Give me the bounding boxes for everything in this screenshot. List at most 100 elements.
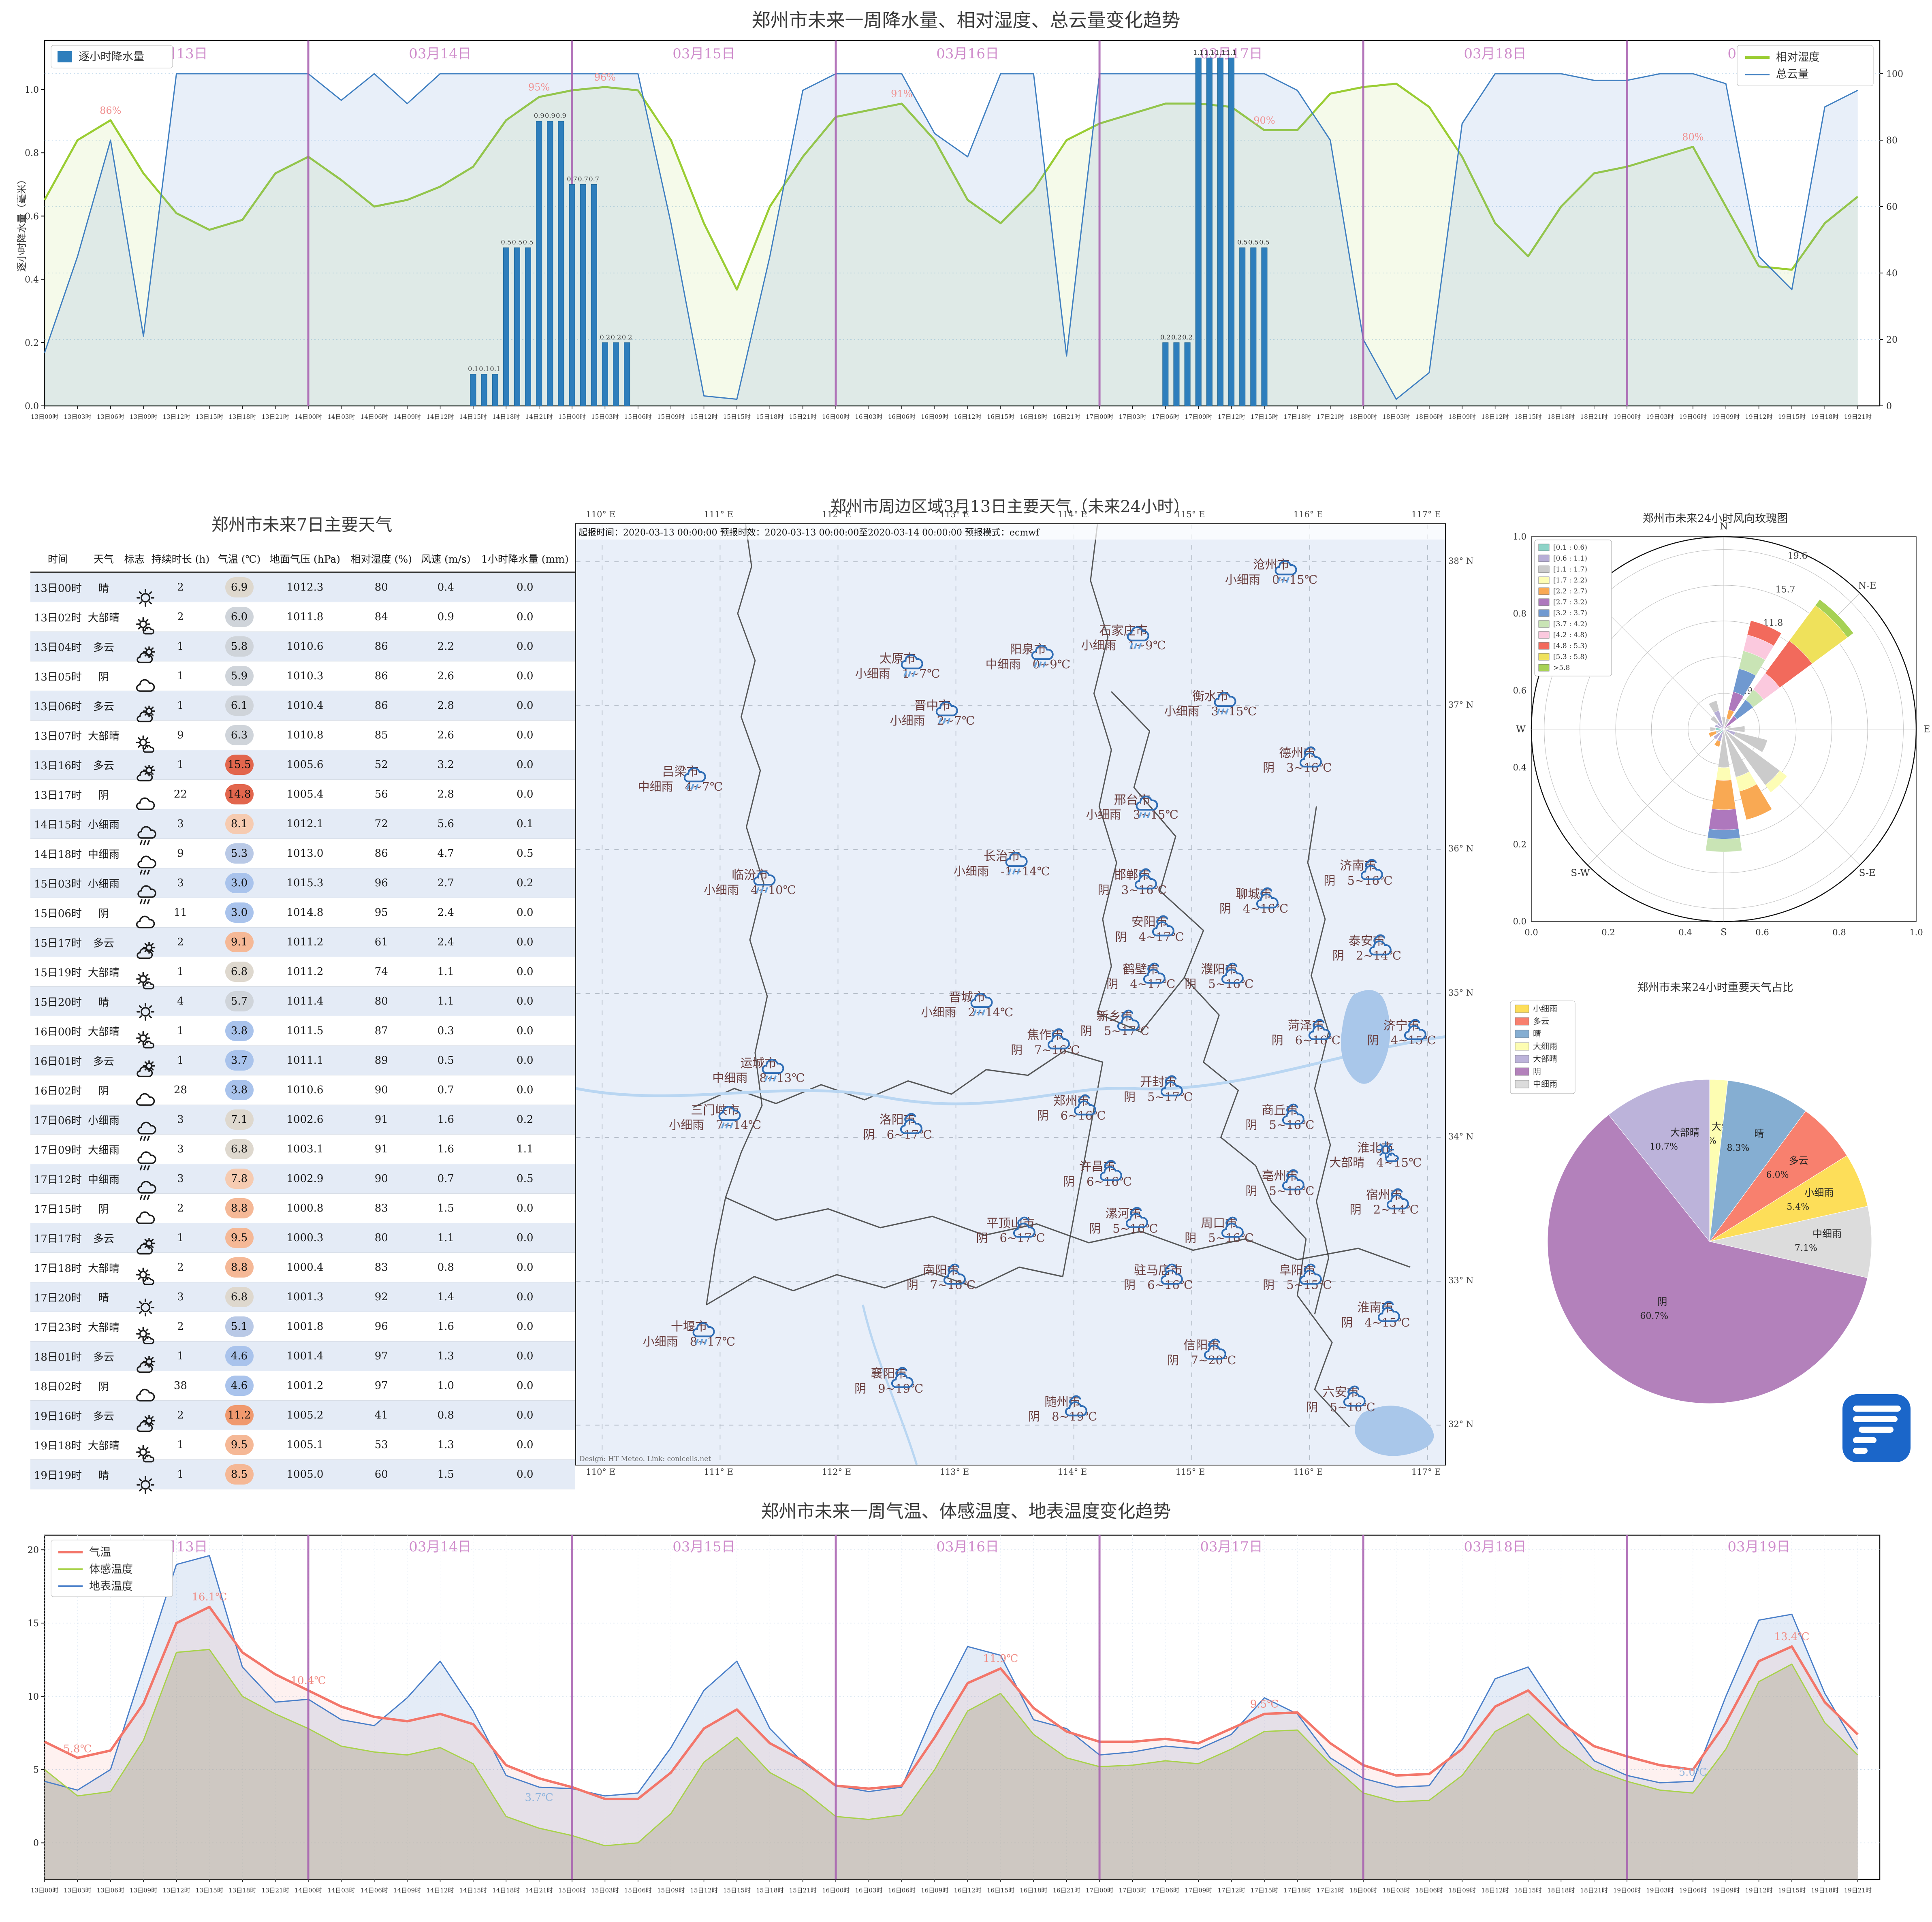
table-cell: 90	[346, 1164, 417, 1194]
table-cell: 0.0	[474, 661, 575, 691]
city-name: 邢台市	[1114, 793, 1151, 807]
svg-text:14日21时: 14日21时	[525, 413, 553, 420]
table-row: 13日16时 多云 1 15.5 1005.6 52 3.2 0.0	[30, 750, 575, 782]
svg-text:体感温度: 体感温度	[89, 1563, 133, 1576]
table-cell: 17日15时	[30, 1193, 85, 1223]
table-cell: 13日00时	[30, 572, 85, 602]
svg-text:16日06时: 16日06时	[888, 413, 916, 420]
svg-text:W: W	[1516, 724, 1526, 735]
table-cell: 1	[147, 957, 214, 987]
table-cell: 2.2	[416, 631, 475, 661]
map-longitude-label: 110° E	[586, 510, 615, 519]
svg-text:15日09时: 15日09时	[657, 1887, 685, 1894]
table-cell: 小细雨	[85, 1105, 122, 1135]
svg-text:16日15时: 16日15时	[987, 1887, 1014, 1894]
city-weather: 小细雨 2~7℃	[890, 713, 975, 727]
svg-text:N: N	[1720, 521, 1728, 532]
svg-text:15日12时: 15日12时	[690, 1887, 717, 1894]
svg-text:0.6: 0.6	[1755, 928, 1769, 937]
table-cell: 中细雨	[85, 838, 122, 868]
table-cell: 0.0	[474, 1016, 575, 1046]
svg-text:10.7%: 10.7%	[1650, 1142, 1678, 1152]
svg-text:1.0: 1.0	[25, 85, 39, 95]
map-city-泰安市: 泰安市阴 2~14℃	[1332, 934, 1401, 963]
svg-text:19日15时: 19日15时	[1778, 413, 1806, 420]
svg-text:16日00时: 16日00时	[822, 1887, 850, 1894]
svg-text:19日12时: 19日12时	[1745, 413, 1773, 420]
table-header: 持续时长 (h)	[147, 545, 214, 573]
svg-text:40: 40	[1886, 269, 1898, 279]
table-cell: 小细雨	[85, 809, 122, 839]
city-name: 石家庄市	[1099, 623, 1148, 638]
svg-text:17日21时: 17日21时	[1317, 1887, 1344, 1894]
table-header: 标志	[122, 545, 147, 573]
svg-text:0: 0	[1886, 401, 1892, 412]
svg-text:14日15时: 14日15时	[459, 1887, 487, 1894]
svg-text:[3.7 : 4.2): [3.7 : 4.2)	[1553, 620, 1587, 628]
table-cell: 1.1	[474, 1134, 575, 1164]
city-name: 长治市	[984, 849, 1020, 864]
svg-text:0.5: 0.5	[523, 239, 533, 246]
city-name: 三门峡市	[691, 1103, 740, 1118]
svg-text:03月14日: 03月14日	[409, 46, 472, 62]
table-cell: 2.7	[416, 868, 475, 898]
map-city-德州市: 德州市阴 3~16℃	[1263, 746, 1332, 775]
map-city-吕梁市: 吕梁市 中细雨 4~7℃	[638, 765, 723, 794]
table-cell: 多云	[85, 631, 122, 661]
svg-text:1.0: 1.0	[1513, 532, 1526, 542]
svg-text:03月14日: 03月14日	[409, 1539, 472, 1555]
table-cell: 96	[346, 868, 417, 898]
svg-text:逐小时降水量（毫米）: 逐小时降水量（毫米）	[16, 175, 28, 272]
temperature-badge: 5.1	[225, 1316, 254, 1337]
table-cell: 2	[147, 1252, 214, 1282]
svg-text:18日15时: 18日15时	[1514, 413, 1542, 420]
table-cell: 56	[346, 779, 417, 809]
svg-text:0.5: 0.5	[512, 239, 522, 246]
table-cell: 2	[147, 572, 214, 602]
table-cell: 97	[346, 1341, 417, 1371]
table-cell: 0.0	[474, 1193, 575, 1223]
svg-text:14日03时: 14日03时	[327, 1887, 355, 1894]
table-row: 16日02时阴 28 3.8 1010.6 90 0.7 0.0	[30, 1075, 575, 1106]
city-name: 十堰市	[670, 1319, 707, 1334]
table-cell: 13日17时	[30, 779, 85, 809]
svg-text:03月16日: 03月16日	[936, 46, 999, 62]
map-city-鹤壁市: 鹤壁市阴 4~17℃	[1106, 962, 1175, 991]
table-cell: 2.4	[416, 927, 475, 957]
logo-bar	[1853, 1416, 1898, 1422]
map-longitude-label: 117° E	[1411, 1467, 1441, 1477]
city-name: 阳泉市	[1010, 642, 1046, 657]
svg-text:0.5: 0.5	[501, 239, 511, 246]
svg-text:15日18时: 15日18时	[756, 413, 783, 420]
city-weather: 小细雨 1~9℃	[1081, 638, 1166, 653]
svg-text:18日12时: 18日12时	[1482, 413, 1509, 420]
map-longitude-label: 112° E	[822, 1467, 852, 1477]
table-cell: 3	[147, 1105, 214, 1135]
table-cell: 0.0	[474, 1341, 575, 1371]
svg-text:14日21时: 14日21时	[525, 1887, 553, 1894]
svg-text:15日12时: 15日12时	[690, 413, 717, 420]
table-cell: 74	[346, 957, 417, 987]
table-cell: 1011.5	[264, 1016, 346, 1046]
table-cell: 0.0	[474, 1371, 575, 1401]
svg-text:95%: 95%	[528, 81, 550, 93]
svg-text:18日00时: 18日00时	[1349, 413, 1377, 420]
map-city-晋中市: 晋中市 小细雨 2~7℃	[890, 699, 975, 728]
map-forecast-info: 起报时间：2020-03-13 00:00:00 预报时效：2020-03-13…	[576, 524, 1445, 540]
svg-text:14日15时: 14日15时	[459, 413, 487, 420]
table-cell: 晴	[85, 986, 122, 1016]
city-weather: 小细雨 7~14℃	[669, 1118, 762, 1132]
table-cell: 阴	[85, 898, 122, 928]
table-cell: 大部晴	[85, 1252, 122, 1282]
map-city-周口市: 周口市阴 5~16℃	[1185, 1216, 1253, 1245]
map-latitude-label: 33° N	[1448, 1276, 1474, 1286]
svg-text:19日03时: 19日03时	[1646, 413, 1674, 420]
svg-text:13日21时: 13日21时	[262, 413, 289, 420]
city-weather: 小细雨 1~7℃	[855, 666, 940, 680]
svg-text:03月19日: 03月19日	[1727, 1539, 1790, 1555]
map-city-济南市: 济南市阴 5~16℃	[1324, 859, 1392, 888]
table-cell: 大部晴	[85, 1312, 122, 1342]
map-latitude-label: 35° N	[1448, 988, 1474, 998]
city-name: 沧州市	[1253, 557, 1289, 572]
svg-text:N-E: N-E	[1858, 581, 1876, 591]
